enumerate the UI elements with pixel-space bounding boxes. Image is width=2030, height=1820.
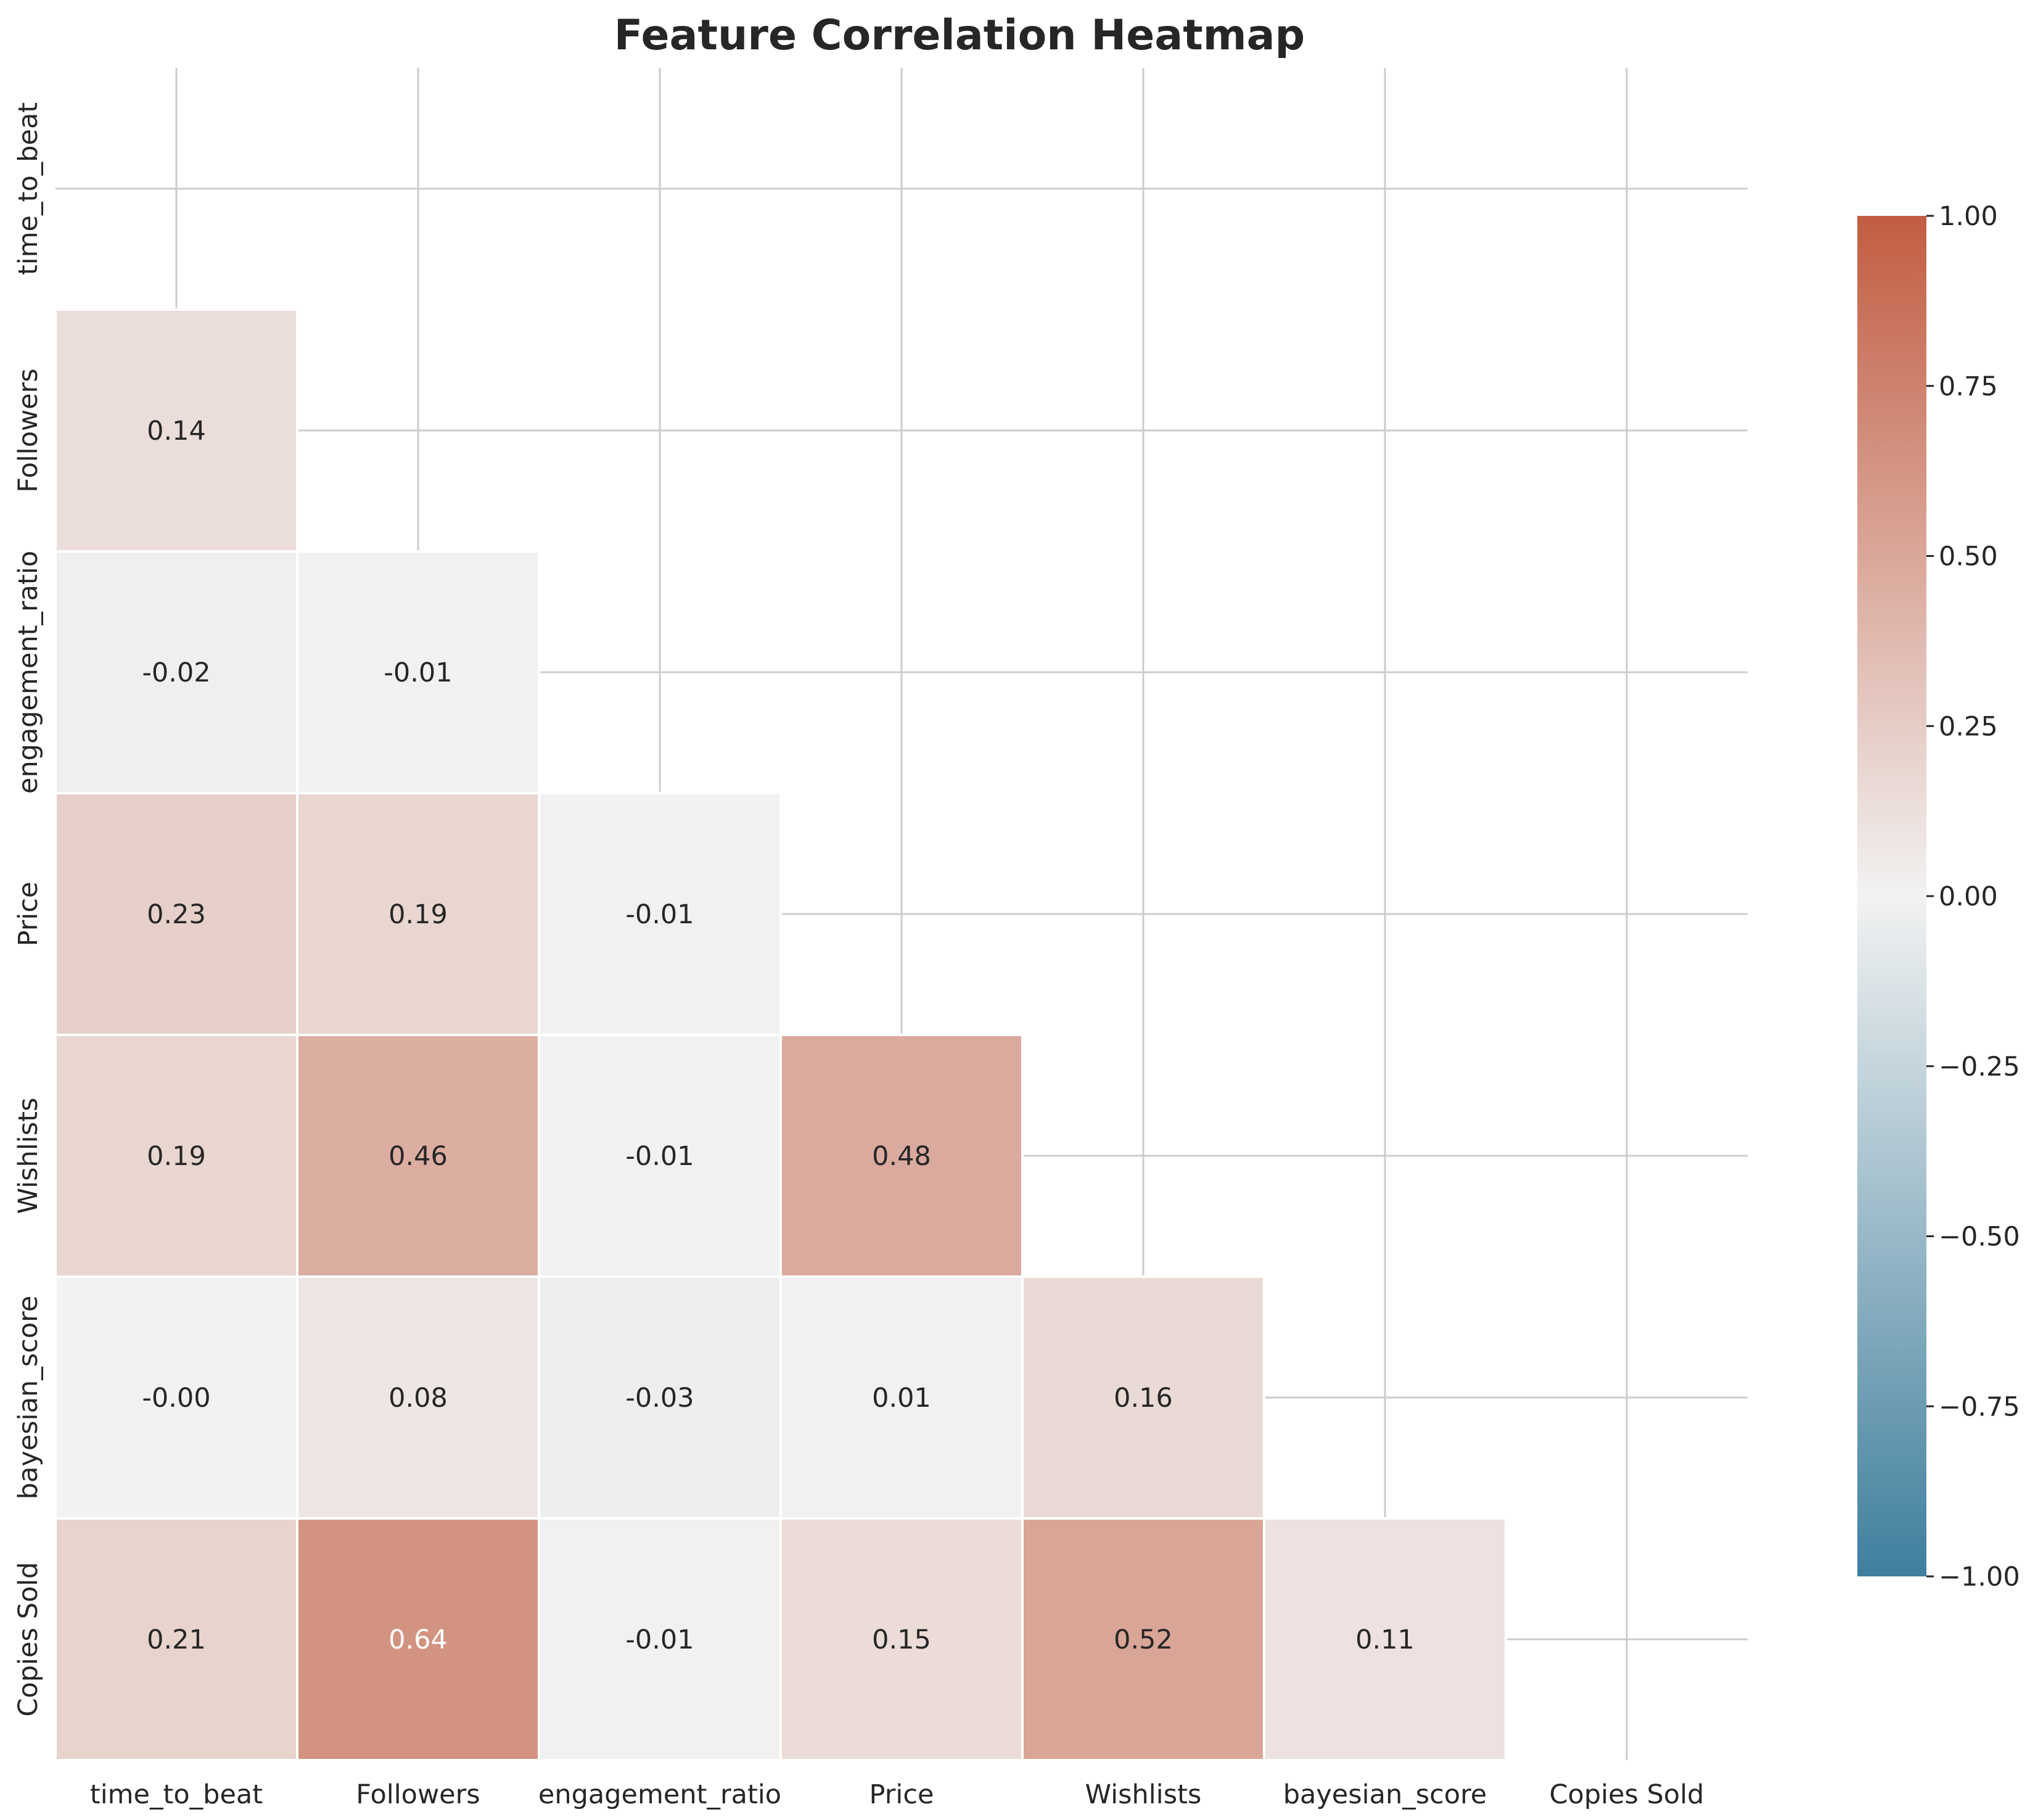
cell-value-label: 0.16 <box>1114 1383 1173 1414</box>
y-tick-label: time_to_beat <box>13 102 44 275</box>
heatmap-cell-copies-sold-bayesian-score <box>1263 1517 1507 1761</box>
colorbar-tick-label: 1.00 <box>1939 201 1998 232</box>
colorbar <box>1857 216 1926 1576</box>
heatmap-cell-price-engagement-ratio <box>538 792 782 1036</box>
cell-value-label: 0.19 <box>147 1141 206 1172</box>
cell-value-label: -0.00 <box>142 1383 210 1414</box>
cell-value-label: 0.21 <box>147 1624 206 1655</box>
cell-value-label: -0.01 <box>625 1141 694 1172</box>
colorbar-tick-label: 0.50 <box>1939 541 1998 572</box>
heatmap-cell-copies-sold-time-to-beat <box>54 1517 298 1761</box>
colorbar-tick-label: −0.50 <box>1939 1222 2020 1253</box>
colorbar-tick-label: 0.75 <box>1939 371 1998 402</box>
cell-value-label: 0.01 <box>872 1383 931 1414</box>
cell-value-label: 0.23 <box>147 899 206 930</box>
heatmap-cell-wishlists-followers <box>296 1034 540 1278</box>
cell-value-label: 0.19 <box>388 899 448 930</box>
cell-value-label: 0.48 <box>872 1141 931 1172</box>
x-tick-labels: time_to_beat Followers engagement_ratio Pri… <box>90 1779 1704 1810</box>
cell-value-label: -0.01 <box>384 657 452 688</box>
cell-layer <box>54 308 1507 1761</box>
cell-value-label: 0.15 <box>872 1624 931 1655</box>
cell-value-label: -0.02 <box>142 657 210 688</box>
cell-value-label: 0.11 <box>1355 1624 1415 1655</box>
y-tick-label: Copies Sold <box>13 1562 44 1717</box>
y-tick-label: Wishlists <box>13 1098 44 1214</box>
heatmap-cell-copies-sold-engagement-ratio <box>538 1517 782 1761</box>
heatmap-cell-copies-sold-followers <box>296 1517 540 1761</box>
colorbar-tick-label: −0.75 <box>1939 1391 2020 1422</box>
chart-title: Feature Correlation Heatmap <box>614 11 1305 60</box>
y-tick-label: engagement_ratio <box>13 551 44 794</box>
cell-value-label: 0.14 <box>147 416 206 447</box>
x-tick-label: Price <box>869 1779 934 1810</box>
heatmap-cell-wishlists-time-to-beat <box>54 1034 298 1278</box>
cell-label-layer: 0.14 -0.02 -0.01 0.23 0.19 -0.01 0.19 0.46 -0.01… <box>142 416 1415 1655</box>
heatmap-cell-wishlists-engagement-ratio <box>538 1034 782 1278</box>
heatmap-cell-copies-sold-wishlists <box>1021 1517 1265 1761</box>
heatmap-cell-engagement-ratio-followers <box>296 550 540 794</box>
cell-value-label: 0.46 <box>388 1141 448 1172</box>
y-tick-label: Followers <box>13 368 44 492</box>
colorbar-tick-label: −1.00 <box>1939 1562 2020 1592</box>
cell-value-label: -0.01 <box>625 899 694 930</box>
heatmap-cell-price-followers <box>296 792 540 1036</box>
heatmap-cell-copies-sold-price <box>779 1517 1024 1761</box>
heatmap-cell-bayesian-score-wishlists <box>1021 1275 1265 1520</box>
colorbar-tick-label: −0.25 <box>1939 1052 2020 1082</box>
x-tick-label: time_to_beat <box>90 1779 263 1810</box>
colorbar-ticks: 1.00 0.75 0.50 0.25 0.00 −0.25 −0.50 −0.75 −1.00 <box>1926 201 2020 1592</box>
x-tick-label: Followers <box>356 1779 480 1810</box>
cell-value-label: 0.08 <box>388 1383 448 1414</box>
heatmap-cell-bayesian-score-followers <box>296 1275 540 1520</box>
heatmap-cell-followers-time-to-beat <box>54 308 298 553</box>
y-tick-label: bayesian_score <box>13 1296 44 1500</box>
colorbar-tick-label: 0.25 <box>1939 711 1998 742</box>
x-tick-label: Copies Sold <box>1550 1779 1704 1810</box>
cell-value-label: 0.64 <box>388 1624 448 1655</box>
y-tick-label: Price <box>13 882 44 947</box>
x-tick-label: engagement_ratio <box>538 1779 781 1810</box>
cell-value-label: -0.03 <box>625 1383 694 1414</box>
heatmap-cell-bayesian-score-time-to-beat <box>54 1275 298 1520</box>
colorbar-tick-label: 0.00 <box>1939 881 1998 912</box>
y-tick-labels: time_to_beat Followers engagement_ratio Pri… <box>13 102 44 1717</box>
x-tick-label: bayesian_score <box>1283 1779 1487 1810</box>
cell-value-label: 0.52 <box>1114 1624 1173 1655</box>
x-tick-label: Wishlists <box>1085 1779 1202 1810</box>
cell-value-label: -0.01 <box>625 1624 694 1655</box>
heatmap-cell-wishlists-price <box>779 1034 1024 1278</box>
